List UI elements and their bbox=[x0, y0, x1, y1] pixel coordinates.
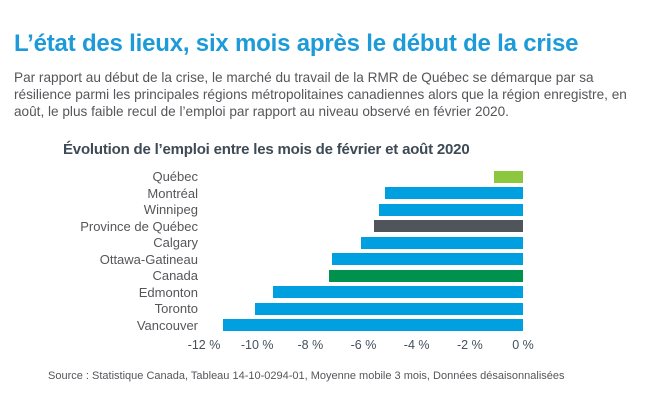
bar-track bbox=[204, 187, 523, 200]
bar-track bbox=[204, 253, 523, 266]
x-axis-tick-label: -2 % bbox=[456, 338, 483, 353]
bar bbox=[273, 286, 523, 299]
x-axis-tick-label: -4 % bbox=[403, 338, 430, 353]
chart-row: Montréal bbox=[14, 185, 641, 201]
bar bbox=[328, 269, 523, 282]
bar bbox=[360, 236, 523, 249]
category-label: Edmonton bbox=[138, 284, 198, 300]
category-label: Calgary bbox=[153, 235, 198, 251]
category-label: Canada bbox=[152, 268, 198, 284]
source-note: Source : Statistique Canada, Tableau 14-… bbox=[48, 370, 565, 383]
bar bbox=[374, 220, 523, 233]
chart-row: Calgary bbox=[14, 235, 641, 251]
category-label: Toronto bbox=[154, 301, 198, 317]
bar bbox=[254, 302, 523, 315]
bar bbox=[331, 253, 523, 266]
bar-track bbox=[204, 170, 523, 183]
x-axis-tick-label: -10 % bbox=[240, 338, 274, 353]
chart-title: Évolution de l’emploi entre les mois de … bbox=[63, 140, 470, 158]
bar-track bbox=[204, 236, 523, 249]
bar-track bbox=[204, 203, 523, 216]
bar bbox=[493, 170, 523, 183]
category-label: Province de Québec bbox=[80, 218, 198, 234]
x-axis: -12 % -10 % -8 % -6 % -4 % -2 % 0 % bbox=[188, 338, 534, 353]
bar-track bbox=[204, 319, 523, 332]
chart-row: Edmonton bbox=[14, 284, 641, 300]
bar-chart: Québec Montréal Winnipeg Province de Québec… bbox=[14, 169, 641, 354]
bar bbox=[384, 187, 523, 200]
bar bbox=[379, 203, 523, 216]
x-axis-tick-label: -12 % bbox=[187, 338, 221, 353]
chart-row: Québec bbox=[14, 169, 641, 185]
chart-row: Ottawa-Gatineau bbox=[14, 251, 641, 267]
chart-row: Vancouver bbox=[14, 317, 641, 333]
chart-row: Winnipeg bbox=[14, 202, 641, 218]
bar bbox=[222, 319, 523, 332]
x-axis-tick-label: 0 % bbox=[512, 338, 534, 353]
intro-paragraph: Par rapport au début de la crise, le mar… bbox=[14, 69, 627, 120]
bar-track bbox=[204, 302, 523, 315]
category-label: Vancouver bbox=[136, 317, 198, 333]
bar-track bbox=[204, 269, 523, 282]
category-label: Québec bbox=[152, 169, 198, 185]
chart-row: Canada bbox=[14, 268, 641, 284]
employment-chart-figure: Évolution de l’emploi entre les mois de … bbox=[14, 141, 641, 354]
chart-row: Province de Québec bbox=[14, 218, 641, 234]
category-label: Montréal bbox=[147, 185, 198, 201]
bar-track bbox=[204, 286, 523, 299]
category-label: Winnipeg bbox=[143, 202, 198, 218]
bar-track bbox=[204, 220, 523, 233]
chart-row: Toronto bbox=[14, 301, 641, 317]
chart-rows: Québec Montréal Winnipeg Province de Québec… bbox=[14, 169, 641, 333]
category-label: Ottawa-Gatineau bbox=[99, 251, 198, 267]
x-axis-tick-label: -8 % bbox=[297, 338, 324, 353]
x-axis-tick-label: -6 % bbox=[350, 338, 377, 353]
page-title: L’état des lieux, six mois après le débu… bbox=[14, 30, 579, 57]
